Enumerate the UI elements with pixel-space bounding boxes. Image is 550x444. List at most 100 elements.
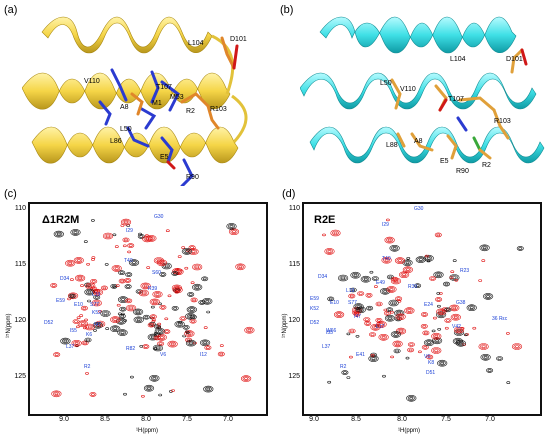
svg-c-peak-247 xyxy=(125,304,137,312)
xtick-d-8.0: 8.0 xyxy=(397,416,407,423)
svg-c-peak-116 xyxy=(164,317,169,321)
peak-label-r39-d: R39 xyxy=(408,284,418,290)
svg-c-peak-253 xyxy=(94,323,102,328)
svg-c-peak-30 xyxy=(89,392,97,397)
svg-d-peak-60 xyxy=(453,315,458,319)
svg-d-peak-17 xyxy=(333,311,345,318)
svg-c-peak-338 xyxy=(86,324,94,330)
peak-label-r23-d: R23 xyxy=(460,268,470,274)
residue-a8: A8 xyxy=(120,104,129,111)
svg-d-peak-10 xyxy=(388,275,393,279)
svg-c-peak-323 xyxy=(112,286,117,289)
svg-c-peak-259 xyxy=(158,393,163,397)
svg-d-peak-214 xyxy=(386,237,394,243)
svg-c-peak-192 xyxy=(205,300,210,303)
svg-c-peak-330 xyxy=(104,233,112,239)
svg-d-peak-216 xyxy=(388,316,392,320)
svg-c-peak-103 xyxy=(159,305,167,310)
svg-c-peak-354 xyxy=(191,315,196,319)
svg-d-peak-228 xyxy=(457,328,462,332)
svg-c-peak-321 xyxy=(134,309,142,315)
svg-d-peak-155 xyxy=(432,333,440,339)
svg-c-peak-214 xyxy=(119,306,127,312)
svg-c-peak-347 xyxy=(143,236,151,242)
svg-c-peak-147 xyxy=(84,337,92,343)
svg-c-peak-123 xyxy=(67,292,79,300)
svg-d-peak-279 xyxy=(427,341,431,344)
svg-d-peak-169 xyxy=(405,356,410,360)
nmr-spectrum-c: Δ1R2M G30 I29 T40 S60 D34 R39 L19 E59 E1… xyxy=(28,202,268,416)
svg-d-peak-73 xyxy=(434,349,439,352)
svg-c-peak-288 xyxy=(169,341,177,347)
spectrum-c-title: Δ1R2M xyxy=(42,214,80,226)
svg-d-peak-44 xyxy=(430,277,435,280)
svg-d-peak-258 xyxy=(389,244,400,252)
svg-d-peak-118 xyxy=(391,301,396,305)
svg-c-peak-279 xyxy=(85,372,89,375)
svg-d-peak-148 xyxy=(449,276,454,279)
svg-c-peak-337 xyxy=(87,325,92,329)
svg-d-peak-259 xyxy=(436,233,441,237)
svg-c-peak-350 xyxy=(157,322,162,326)
svg-c-peak-272 xyxy=(150,376,158,381)
svg-c-peak-306 xyxy=(219,352,224,356)
svg-c-peak-17 xyxy=(203,341,208,345)
svg-d-peak-180 xyxy=(386,307,394,312)
svg-c-peak-254 xyxy=(92,322,103,329)
svg-d-peak-288 xyxy=(515,345,519,348)
svg-c-peak-283 xyxy=(247,328,252,332)
svg-c-peak-301 xyxy=(141,291,146,295)
svg-d-peak-253 xyxy=(436,292,441,295)
svg-c-peak-60 xyxy=(187,292,195,297)
svg-d-peak-146 xyxy=(380,335,388,340)
svg-d-peak-203 xyxy=(370,356,378,361)
svg-c-peak-73 xyxy=(77,320,88,327)
svg-c-peak-231 xyxy=(73,231,78,234)
svg-c-peak-199 xyxy=(159,261,164,265)
svg-d-peak-86 xyxy=(365,293,373,298)
svg-d-peak-87 xyxy=(382,374,386,378)
svg-d-peak-242 xyxy=(409,343,414,346)
svg-c-peak-23 xyxy=(133,316,144,324)
svg-d-peak-232 xyxy=(375,318,383,323)
svg-c-peak-334 xyxy=(156,346,160,350)
ylabel-c: ¹⁵N(ppm) xyxy=(6,313,12,339)
svg-d-peak-108 xyxy=(365,322,370,325)
svg-c-peak-298 xyxy=(229,225,234,228)
svg-c-peak-262 xyxy=(71,340,82,347)
svg-d-peak-266 xyxy=(341,276,346,280)
svg-d-peak-263 xyxy=(333,231,338,235)
svg-d-peak-178 xyxy=(322,233,326,237)
svg-d-peak-120 xyxy=(388,299,399,307)
svg-d-peak-63 xyxy=(364,318,369,321)
peak-label-i12: I12 xyxy=(200,352,207,358)
svg-d-peak-183 xyxy=(350,271,361,279)
residue-m53: M53 xyxy=(170,94,184,101)
svg-d-peak-177 xyxy=(349,287,357,293)
peak-label-36rec-d: 36 Rεc xyxy=(492,316,508,322)
svg-c-peak-149 xyxy=(55,231,63,237)
svg-c-peak-1 xyxy=(230,229,238,235)
svg-c-peak-72 xyxy=(79,321,87,326)
peak-label-i29: I29 xyxy=(126,228,133,234)
svg-c-peak-181 xyxy=(92,289,100,294)
svg-c-peak-59 xyxy=(188,293,193,296)
helix-bundle-a xyxy=(22,16,248,186)
svg-c-peak-242 xyxy=(195,265,200,269)
svg-c-peak-235 xyxy=(130,260,138,265)
svg-d-peak-141 xyxy=(433,338,441,344)
peak-label-l37: L37 xyxy=(66,344,75,350)
svg-c-peak-268 xyxy=(123,319,128,322)
svg-c-peak-137 xyxy=(193,284,201,290)
svg-c-peak-297 xyxy=(186,306,197,313)
svg-c-peak-373 xyxy=(123,392,127,396)
panel-c-label: (c) xyxy=(4,188,17,200)
xlabel-d: ¹H(ppm) xyxy=(398,428,420,434)
svg-c-peak-315 xyxy=(175,288,180,292)
svg-c-peak-193 xyxy=(203,299,211,304)
svg-d-peak-109 xyxy=(364,321,372,326)
ytick-c-125: 125 xyxy=(14,373,26,380)
svg-c-peak-292 xyxy=(241,375,252,382)
svg-c-peak-196 xyxy=(150,305,155,309)
svg-d-peak-274 xyxy=(396,258,404,263)
